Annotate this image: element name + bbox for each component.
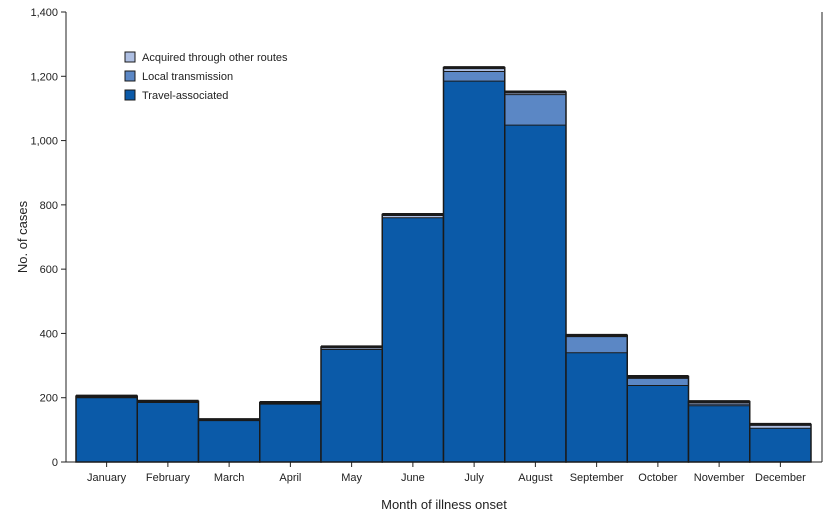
bar-segment	[382, 217, 444, 462]
bar-segment	[137, 402, 199, 462]
x-axis-title: Month of illness onset	[381, 497, 507, 512]
legend: Acquired through other routes Local trans…	[124, 51, 288, 102]
legend-swatch	[124, 89, 136, 101]
x-tick-label: May	[341, 472, 362, 484]
y-tick-label: 600	[40, 264, 58, 276]
x-tick-label: April	[279, 472, 301, 484]
bar-stack	[442, 66, 506, 463]
x-tick-label: January	[87, 472, 127, 484]
bar-stack	[687, 400, 751, 463]
bar-segment	[566, 336, 628, 353]
x-tick-label: August	[518, 472, 552, 484]
bar-segment	[382, 214, 444, 218]
bar-stack	[197, 418, 261, 463]
x-tick-label: September	[570, 472, 624, 484]
x-tick-label: October	[638, 472, 677, 484]
legend-label: Travel-associated	[142, 90, 228, 102]
legend-label: Local transmission	[142, 71, 233, 83]
x-ticks: January February March April May June July Augu…	[87, 462, 806, 484]
bar-segment	[749, 428, 811, 462]
bar-segment	[76, 397, 138, 462]
x-tick-label: February	[146, 472, 191, 484]
bar-segment	[627, 378, 689, 386]
bar-segment	[443, 81, 505, 462]
bar-stack	[749, 422, 812, 463]
legend-label: Acquired through other routes	[142, 52, 288, 64]
bar-segment	[749, 424, 811, 429]
legend-swatch	[124, 51, 136, 63]
legend-item: Travel-associated	[124, 89, 228, 102]
bar-stack	[320, 345, 383, 463]
y-tick-label: 1,200	[30, 71, 58, 83]
bar-segment	[627, 385, 689, 462]
y-tick-label: 0	[52, 457, 58, 469]
y-axis-title: No. of cases	[15, 200, 30, 273]
bar-segment	[688, 404, 750, 406]
y-tick-label: 400	[40, 328, 58, 340]
bar-stack	[259, 401, 322, 463]
x-tick-label: March	[214, 472, 245, 484]
y-tick-label: 1,400	[30, 7, 58, 19]
bar-segment	[504, 94, 566, 126]
y-axis: 0 200 400 600 800 1,000 1,200 1,400	[30, 7, 67, 469]
y-tick-label: 800	[40, 200, 58, 212]
bars	[75, 66, 812, 463]
bar-segment	[566, 352, 628, 462]
legend-swatch	[124, 70, 136, 82]
bar-segment	[688, 405, 750, 462]
x-tick-label: November	[694, 472, 745, 484]
x-tick-label: July	[464, 472, 484, 484]
bar-stack	[504, 90, 567, 463]
bar-stack	[565, 333, 628, 463]
bar-segment	[443, 71, 505, 82]
x-tick-label: December	[755, 472, 806, 484]
bar-stack	[381, 213, 445, 463]
x-tick-label: June	[401, 472, 425, 484]
bar-segment	[321, 349, 383, 462]
y-ticks: 0 200 400 600 800 1,000 1,200 1,400	[30, 7, 66, 469]
bar-segment	[259, 404, 321, 462]
bar-segment	[443, 67, 505, 72]
y-tick-label: 1,000	[30, 136, 58, 148]
legend-item: Local transmission	[124, 70, 233, 83]
bar-stack	[136, 399, 200, 463]
bar-stack	[626, 375, 690, 463]
legend-item: Acquired through other routes	[124, 51, 288, 64]
y-tick-label: 200	[40, 393, 58, 405]
bar-stack	[75, 394, 138, 463]
bar-segment	[198, 420, 260, 462]
bar-segment	[504, 125, 566, 463]
